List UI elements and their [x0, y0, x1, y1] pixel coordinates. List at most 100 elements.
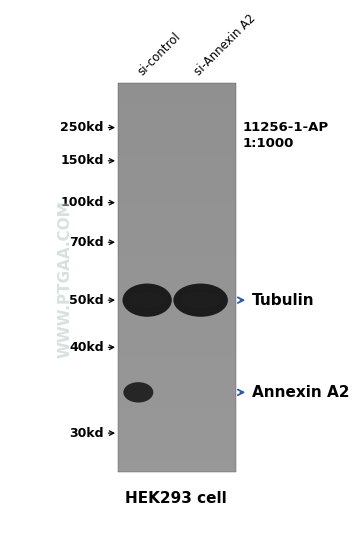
Bar: [118, 220, 236, 222]
Bar: [118, 391, 236, 393]
Bar: [118, 430, 236, 431]
Bar: [118, 359, 236, 360]
Bar: [118, 250, 236, 251]
Bar: [118, 219, 236, 220]
Bar: [118, 438, 236, 440]
Bar: [118, 293, 236, 294]
Bar: [118, 280, 236, 281]
Bar: [118, 379, 236, 381]
Bar: [118, 435, 236, 437]
Bar: [118, 385, 236, 386]
Bar: [118, 350, 236, 351]
Bar: [118, 98, 236, 99]
Bar: [118, 345, 236, 346]
Bar: [118, 182, 236, 183]
Bar: [118, 226, 236, 227]
Bar: [118, 364, 236, 366]
Text: HEK293 cell: HEK293 cell: [125, 491, 227, 506]
Bar: [118, 468, 236, 469]
Text: 30kd: 30kd: [69, 427, 104, 440]
Bar: [118, 356, 236, 358]
Bar: [118, 424, 236, 425]
Bar: [118, 197, 236, 198]
Text: si-Annexin A2: si-Annexin A2: [191, 11, 258, 78]
Bar: [118, 465, 236, 466]
Bar: [118, 171, 236, 173]
Bar: [118, 362, 236, 363]
Bar: [118, 198, 236, 200]
Bar: [118, 155, 236, 157]
Bar: [118, 367, 236, 368]
Bar: [118, 126, 236, 127]
Bar: [118, 115, 236, 117]
Bar: [118, 289, 236, 291]
Bar: [118, 382, 236, 384]
Bar: [118, 393, 236, 394]
Bar: [118, 278, 236, 279]
Text: Annexin A2: Annexin A2: [252, 385, 349, 400]
Bar: [118, 341, 236, 342]
Bar: [118, 453, 236, 455]
Bar: [118, 149, 236, 151]
Bar: [118, 87, 236, 88]
Bar: [118, 247, 236, 248]
Text: 50kd: 50kd: [69, 294, 104, 307]
Bar: [118, 239, 236, 240]
Bar: [118, 192, 236, 193]
Bar: [118, 206, 236, 207]
Bar: [118, 282, 236, 284]
Bar: [118, 312, 236, 314]
Bar: [118, 180, 236, 182]
Bar: [118, 309, 236, 310]
Ellipse shape: [173, 284, 228, 317]
Bar: [118, 222, 236, 223]
Bar: [118, 433, 236, 434]
Bar: [118, 121, 236, 122]
Text: 150kd: 150kd: [61, 154, 104, 167]
Bar: [118, 429, 236, 430]
Bar: [118, 184, 236, 185]
Bar: [118, 456, 236, 457]
Bar: [118, 122, 236, 123]
Bar: [118, 317, 236, 319]
Bar: [118, 457, 236, 459]
Bar: [118, 411, 236, 412]
Bar: [118, 157, 236, 158]
Bar: [118, 213, 236, 214]
Bar: [118, 104, 236, 105]
Bar: [118, 419, 236, 420]
Bar: [118, 95, 236, 96]
Bar: [118, 131, 236, 132]
Bar: [118, 455, 236, 456]
Bar: [118, 297, 236, 298]
Bar: [118, 269, 236, 270]
Bar: [118, 394, 236, 395]
Bar: [118, 402, 236, 403]
Bar: [118, 404, 236, 406]
Bar: [118, 158, 236, 160]
Bar: [118, 368, 236, 369]
Bar: [118, 227, 236, 228]
Bar: [118, 314, 236, 315]
Bar: [118, 398, 236, 399]
Bar: [118, 109, 236, 110]
Bar: [118, 139, 236, 140]
Bar: [118, 102, 236, 104]
Bar: [118, 360, 236, 362]
Bar: [118, 209, 236, 210]
Bar: [118, 410, 236, 411]
Text: 40kd: 40kd: [69, 341, 104, 354]
Bar: [118, 136, 236, 138]
Bar: [118, 275, 236, 276]
Bar: [118, 151, 236, 152]
Bar: [118, 129, 236, 130]
Bar: [118, 421, 236, 422]
Bar: [118, 135, 236, 136]
Bar: [118, 205, 236, 206]
Bar: [118, 378, 236, 379]
Bar: [118, 451, 236, 452]
Bar: [118, 286, 236, 288]
Bar: [118, 218, 236, 219]
Bar: [118, 191, 236, 192]
Bar: [118, 304, 236, 306]
